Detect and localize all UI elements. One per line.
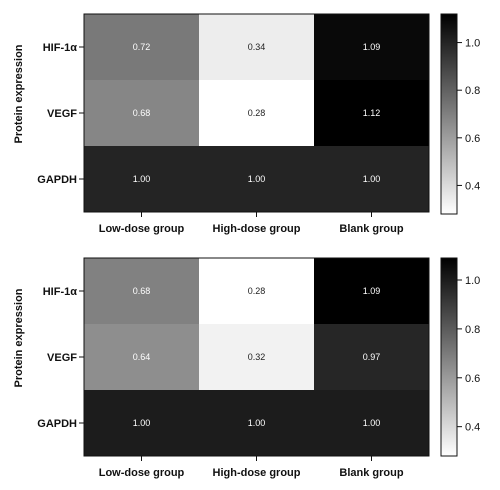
cell-value-label: 1.09 <box>363 42 381 52</box>
heatmap-cell <box>199 146 314 212</box>
column-label: Low-dose group <box>99 223 185 235</box>
cell-value-label: 1.00 <box>363 418 381 428</box>
row-label: GAPDH <box>37 418 77 430</box>
heatmap-cell <box>199 14 314 80</box>
heatmap-panel-1: Protein expression 0.72 0.34 1.09 0.68 0.28 1… <box>13 13 480 235</box>
column-label: High-dose group <box>213 467 301 479</box>
heatmap-cell <box>314 324 429 390</box>
column-label: Low-dose group <box>99 467 185 479</box>
cell-value-label: 0.72 <box>133 42 151 52</box>
heatmap-cell <box>199 324 314 390</box>
heatmap-panel-2: Protein expression 0.68 0.28 1.09 0.64 0.32 0… <box>13 257 480 479</box>
column-label: Blank group <box>339 223 403 235</box>
cell-value-label: 1.09 <box>363 286 381 296</box>
column-label: Blank group <box>339 467 403 479</box>
heatmap-cell <box>84 258 199 324</box>
cell-value-label: 1.00 <box>133 418 151 428</box>
colorbar <box>440 257 458 457</box>
heatmap-cell <box>314 258 429 324</box>
column-label: High-dose group <box>213 223 301 235</box>
heatmap-cell <box>314 14 429 80</box>
cell-value-label: 1.00 <box>248 418 266 428</box>
cell-value-label: 0.28 <box>248 286 266 296</box>
heatmap-cell <box>84 14 199 80</box>
cell-value-label: 0.68 <box>133 108 151 118</box>
cell-value-label: 1.00 <box>133 174 151 184</box>
heatmap-cell <box>84 80 199 146</box>
row-label: GAPDH <box>37 174 77 186</box>
row-label: HIF-1α <box>43 42 78 54</box>
colorbar-tick-label: 0.6 <box>465 133 480 145</box>
heatmap-cell <box>199 80 314 146</box>
y-axis-label: Protein expression <box>13 288 25 387</box>
cell-value-label: 0.34 <box>248 42 266 52</box>
heatmap-cell <box>199 390 314 456</box>
heatmap-cell <box>199 258 314 324</box>
colorbar <box>440 13 458 215</box>
cell-value-label: 0.97 <box>363 352 381 362</box>
cell-value-label: 0.28 <box>248 108 266 118</box>
cell-value-label: 1.12 <box>363 108 381 118</box>
colorbar-tick-label: 1.0 <box>465 275 480 287</box>
heatmap-cell <box>84 146 199 212</box>
heatmap-cell <box>314 390 429 456</box>
row-label: VEGF <box>47 352 77 364</box>
colorbar-tick-label: 0.4 <box>465 180 480 192</box>
colorbar-tick-label: 0.6 <box>465 373 480 385</box>
colorbar-tick-label: 0.4 <box>465 422 480 434</box>
row-label: VEGF <box>47 108 77 120</box>
cell-value-label: 1.00 <box>248 174 266 184</box>
colorbar-tick-label: 1.0 <box>465 38 480 50</box>
heatmap-cell <box>314 80 429 146</box>
cell-value-label: 1.00 <box>363 174 381 184</box>
cell-value-label: 0.32 <box>248 352 266 362</box>
row-label: HIF-1α <box>43 286 78 298</box>
heatmap-cell <box>314 146 429 212</box>
cell-value-label: 0.68 <box>133 286 151 296</box>
colorbar-tick-label: 0.8 <box>465 324 480 336</box>
y-axis-label: Protein expression <box>13 44 25 143</box>
heatmap-cell <box>84 390 199 456</box>
colorbar-tick-label: 0.8 <box>465 85 480 97</box>
cell-value-label: 0.64 <box>133 352 151 362</box>
heatmap-cell <box>84 324 199 390</box>
